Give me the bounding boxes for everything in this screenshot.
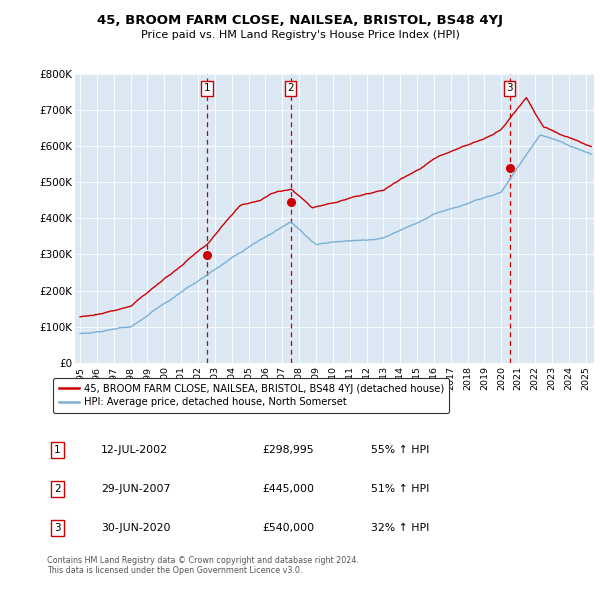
Text: 45, BROOM FARM CLOSE, NAILSEA, BRISTOL, BS48 4YJ: 45, BROOM FARM CLOSE, NAILSEA, BRISTOL, …	[97, 14, 503, 27]
Text: 51% ↑ HPI: 51% ↑ HPI	[371, 484, 429, 494]
Legend: 45, BROOM FARM CLOSE, NAILSEA, BRISTOL, BS48 4YJ (detached house), HPI: Average : 45, BROOM FARM CLOSE, NAILSEA, BRISTOL, …	[53, 378, 449, 412]
Text: 32% ↑ HPI: 32% ↑ HPI	[371, 523, 429, 533]
Text: £298,995: £298,995	[263, 445, 314, 455]
Text: 29-JUN-2007: 29-JUN-2007	[101, 484, 170, 494]
Text: 55% ↑ HPI: 55% ↑ HPI	[371, 445, 429, 455]
Text: 3: 3	[54, 523, 61, 533]
Text: 1: 1	[204, 83, 211, 93]
Text: 30-JUN-2020: 30-JUN-2020	[101, 523, 170, 533]
Text: 12-JUL-2002: 12-JUL-2002	[101, 445, 168, 455]
Text: £540,000: £540,000	[263, 523, 315, 533]
Text: 3: 3	[506, 83, 513, 93]
Text: 2: 2	[54, 484, 61, 494]
Text: Contains HM Land Registry data © Crown copyright and database right 2024.
This d: Contains HM Land Registry data © Crown c…	[47, 556, 359, 575]
Text: £445,000: £445,000	[263, 484, 315, 494]
Text: 2: 2	[287, 83, 294, 93]
Text: 1: 1	[54, 445, 61, 455]
Text: Price paid vs. HM Land Registry's House Price Index (HPI): Price paid vs. HM Land Registry's House …	[140, 31, 460, 40]
